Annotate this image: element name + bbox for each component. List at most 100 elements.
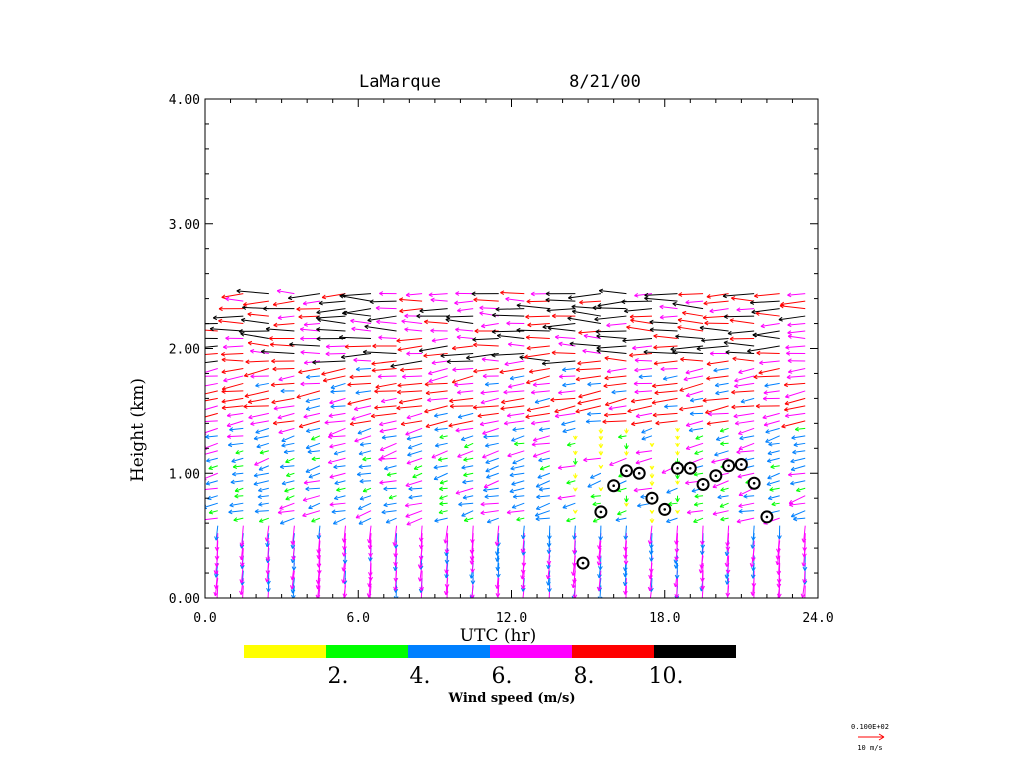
wind-vector xyxy=(256,442,270,449)
wind-vector xyxy=(341,293,372,298)
wind-vector xyxy=(592,305,627,311)
wind-vector xyxy=(536,494,550,500)
wind-vector xyxy=(454,382,474,388)
wind-vector xyxy=(253,472,269,478)
wind-vector xyxy=(480,501,499,507)
wind-vector xyxy=(264,525,270,542)
wind-vector xyxy=(298,367,321,375)
wind-vector xyxy=(460,435,474,442)
wind-vector xyxy=(768,495,780,501)
wind-vector xyxy=(731,404,755,410)
wind-vector xyxy=(579,299,601,305)
wind-vector xyxy=(654,390,678,396)
wind-vector xyxy=(330,389,346,394)
wind-vector xyxy=(315,315,346,321)
colorbar-segment xyxy=(490,645,572,658)
wind-vector xyxy=(316,540,322,560)
wind-vector xyxy=(281,435,295,443)
wind-vector xyxy=(248,412,269,420)
wind-vector xyxy=(385,517,397,524)
wind-vector xyxy=(333,450,346,456)
wind-vector xyxy=(347,397,372,406)
wind-vector xyxy=(331,509,346,515)
wind-vector xyxy=(371,360,397,366)
wind-vector xyxy=(624,450,629,456)
wind-vector xyxy=(751,540,756,562)
wind-vector xyxy=(205,323,218,325)
wind-vector xyxy=(511,480,525,486)
wind-vector xyxy=(649,480,655,486)
wind-vector xyxy=(526,405,550,413)
wind-vector xyxy=(279,517,295,525)
wind-vector xyxy=(329,442,346,449)
wind-vector xyxy=(205,375,218,377)
wind-vector xyxy=(405,510,423,518)
wind-vector xyxy=(205,450,218,455)
wind-vector xyxy=(522,585,525,598)
wind-vector xyxy=(462,479,474,485)
wind-vector xyxy=(296,306,320,312)
wind-vector xyxy=(258,487,269,493)
wind-vector xyxy=(367,525,372,544)
wind-vector xyxy=(511,502,525,509)
wind-vector xyxy=(359,495,372,501)
wind-vector xyxy=(790,480,806,486)
wind-vector xyxy=(234,493,244,499)
wind-vector xyxy=(507,382,525,389)
wind-vector xyxy=(278,375,295,382)
wind-vector xyxy=(652,412,678,418)
wind-vector xyxy=(405,480,423,488)
wind-vector xyxy=(615,517,627,522)
wind-vector xyxy=(316,308,346,315)
wind-vector xyxy=(554,412,576,419)
wind-vector xyxy=(330,404,346,409)
wind-vector xyxy=(587,381,601,387)
wind-vector xyxy=(683,375,704,382)
wind-vector xyxy=(481,357,499,362)
wind-vector xyxy=(787,367,806,374)
wind-vector xyxy=(771,501,780,507)
axis-ticks xyxy=(204,98,819,599)
wind-vector xyxy=(734,382,755,389)
wind-vector xyxy=(359,442,372,447)
wind-vector xyxy=(635,412,653,419)
wind-vector xyxy=(598,428,604,434)
wind-vector xyxy=(235,450,244,455)
wind-vector xyxy=(576,367,601,373)
wind-vector xyxy=(416,313,448,319)
wind-vector xyxy=(624,495,629,503)
wind-vector xyxy=(587,480,602,488)
wind-vector xyxy=(216,585,219,598)
wind-vector xyxy=(714,382,729,388)
wind-vector xyxy=(376,319,397,325)
wind-vector xyxy=(598,525,603,541)
wind-vector xyxy=(572,458,578,465)
wind-vector xyxy=(230,479,244,485)
wind-vector xyxy=(603,412,627,418)
wind-vector xyxy=(528,367,550,374)
wind-vector xyxy=(413,465,423,471)
wind-vector xyxy=(306,374,320,380)
wind-vector xyxy=(618,434,627,439)
wind-vector xyxy=(405,292,423,298)
wind-vector xyxy=(325,351,346,357)
wind-vector xyxy=(205,360,218,364)
wind-vector xyxy=(479,420,499,427)
wind-vector xyxy=(751,525,756,541)
wind-vector xyxy=(272,300,295,307)
wind-vector xyxy=(374,405,397,410)
wind-vector xyxy=(659,304,678,310)
wind-vector xyxy=(731,296,755,302)
wind-vector xyxy=(787,334,806,340)
wind-vector xyxy=(357,427,372,435)
wind-vector xyxy=(247,397,269,405)
wind-vector xyxy=(727,330,755,336)
wind-vector xyxy=(500,405,525,411)
wind-vector xyxy=(629,352,653,358)
wind-vector xyxy=(484,442,499,448)
wind-vector xyxy=(347,382,372,387)
wind-vector xyxy=(633,381,652,386)
wind-vector xyxy=(666,487,678,494)
wind-vector xyxy=(221,367,244,374)
wind-vector xyxy=(501,397,525,405)
